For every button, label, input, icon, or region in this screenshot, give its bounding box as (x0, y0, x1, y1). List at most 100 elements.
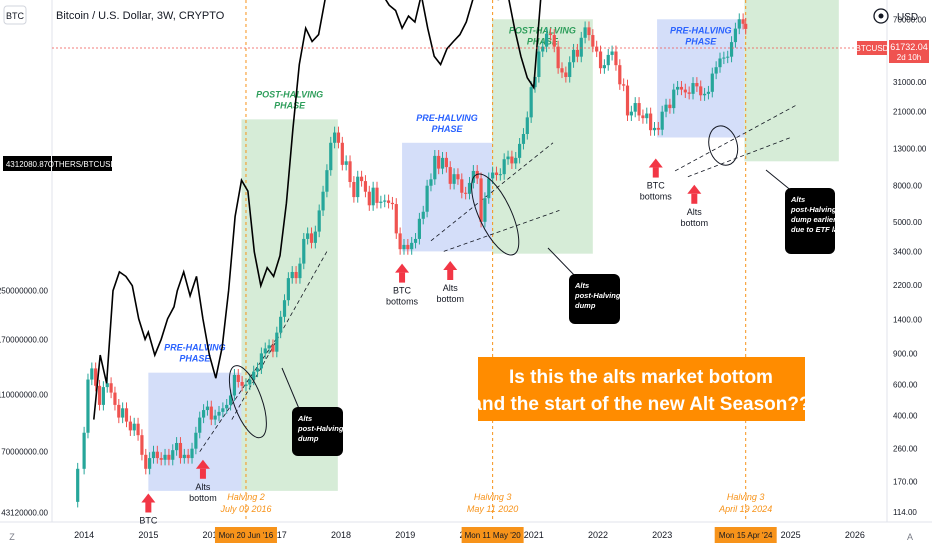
x-axis-tick-1: 2015 (138, 530, 158, 540)
arrow-label-3-line-2: bottom (436, 294, 464, 304)
zone-pre-4 (657, 19, 745, 138)
candle-body-77 (375, 187, 379, 203)
candle-body-49 (267, 345, 271, 349)
candle-body-148 (649, 113, 653, 131)
trend-layer (199, 104, 798, 452)
candle-body-120 (541, 46, 545, 52)
candle-body-134 (595, 46, 599, 52)
right-axis-tick-13: 170.00 (893, 477, 918, 486)
candle-body-90 (425, 185, 429, 212)
x-axis-tick-8: 2022 (588, 530, 608, 540)
dump-ellipse-0 (228, 365, 267, 439)
symbol-badge[interactable] (3, 5, 27, 25)
candle-body-23 (167, 454, 171, 460)
others-value-badge (3, 156, 51, 171)
callout-box-2-line-2: post-Halving (790, 205, 837, 214)
candle-body-45 (252, 371, 256, 380)
candle-body-113 (514, 157, 518, 164)
candle-body-92 (433, 155, 437, 180)
candle-body-68 (340, 142, 344, 165)
candle-body-136 (602, 65, 606, 69)
callout-box-2-line-1: Alts (790, 195, 805, 204)
candle-body-3 (90, 368, 94, 380)
candle-body-71 (352, 181, 356, 198)
candle-body-29 (190, 448, 194, 459)
headline-line-1: Is this the alts market bottom (509, 367, 773, 388)
others-btc-line (93, 0, 542, 420)
up-arrow-shaft-5 (691, 193, 698, 204)
x-axis-tick-5: 2019 (395, 530, 415, 540)
arrow-label-1-line-1: Alts (195, 482, 211, 492)
up-arrow-head-4 (648, 158, 663, 168)
candles-layer (76, 13, 748, 508)
candle-body-130 (579, 37, 583, 57)
candle-body-162 (702, 93, 707, 96)
candle-body-152 (664, 104, 668, 112)
candle-body-87 (413, 238, 418, 243)
candle-body-22 (163, 454, 167, 460)
candle-body-91 (429, 179, 433, 186)
right-axis-tick-3: 13000.00 (893, 144, 927, 153)
candle-body-105 (483, 198, 487, 222)
zone-label-4-line-1: PRE-HALVING (670, 25, 732, 35)
gear-icon[interactable] (873, 8, 889, 24)
candle-body-127 (568, 62, 572, 77)
candle-body-122 (548, 33, 553, 36)
callout-box-1-line-2: post-Halving (574, 291, 621, 300)
btc-timer: 2d 10h (897, 53, 921, 62)
auto-scale-icon[interactable]: A (907, 532, 913, 542)
up-arrow-shaft-1 (199, 468, 206, 479)
candle-body-119 (537, 51, 541, 77)
x-axis-date-label-0: Mon 20 Jun '16 (219, 531, 274, 540)
candle-body-93 (437, 155, 441, 169)
x-axis-tick-4: 2018 (331, 530, 351, 540)
candle-body-36 (217, 411, 221, 416)
candle-body-42 (240, 381, 244, 386)
candle-body-59 (306, 233, 310, 239)
candle-body-111 (506, 156, 510, 160)
candle-body-161 (699, 86, 703, 96)
candle-body-139 (614, 51, 618, 66)
candle-body-67 (336, 132, 341, 143)
candle-body-99 (460, 179, 464, 193)
arrow-label-5-line-1: Alts (687, 207, 703, 217)
candle-body-30 (194, 432, 198, 449)
arrow-label-2-line-2: bottoms (386, 297, 419, 307)
x-axis-tick-9: 2023 (652, 530, 672, 540)
up-arrow-head-1 (195, 459, 210, 469)
zone-post-3 (491, 19, 593, 254)
candle-body-81 (390, 202, 395, 205)
right-axis-tick-12: 260.00 (893, 445, 918, 454)
log-scale-icon[interactable]: Z (9, 532, 15, 542)
arrow-label-1-line-2: bottom (189, 493, 217, 503)
candle-body-51 (275, 332, 279, 352)
candle-body-104 (479, 178, 483, 222)
candle-body-106 (487, 178, 491, 199)
candle-body-63 (321, 191, 325, 211)
candle-body-146 (641, 115, 645, 119)
candle-body-76 (371, 187, 375, 206)
up-arrow-shaft-3 (447, 270, 454, 280)
left-axis-tick-0: 250000000.00 (0, 287, 49, 296)
candle-body-8 (109, 383, 113, 393)
candle-body-79 (383, 200, 387, 202)
candle-body-168 (726, 56, 730, 58)
candle-body-35 (213, 415, 217, 420)
candle-body-15 (136, 423, 140, 436)
candle-body-118 (533, 76, 537, 88)
x-axis-tick-7: 2021 (524, 530, 544, 540)
candle-body-172 (741, 19, 745, 24)
candle-body-84 (402, 244, 406, 250)
headline-callout (478, 357, 805, 421)
candle-body-78 (379, 201, 383, 203)
candle-body-50 (271, 345, 275, 352)
candle-body-80 (386, 200, 391, 203)
candle-body-142 (625, 85, 630, 116)
candle-body-159 (691, 83, 695, 94)
candle-body-100 (464, 192, 468, 194)
candle-body-25 (175, 442, 179, 451)
candle-body-89 (421, 211, 425, 219)
callout-box-1 (569, 274, 620, 324)
callout-pointer-0 (281, 367, 301, 412)
